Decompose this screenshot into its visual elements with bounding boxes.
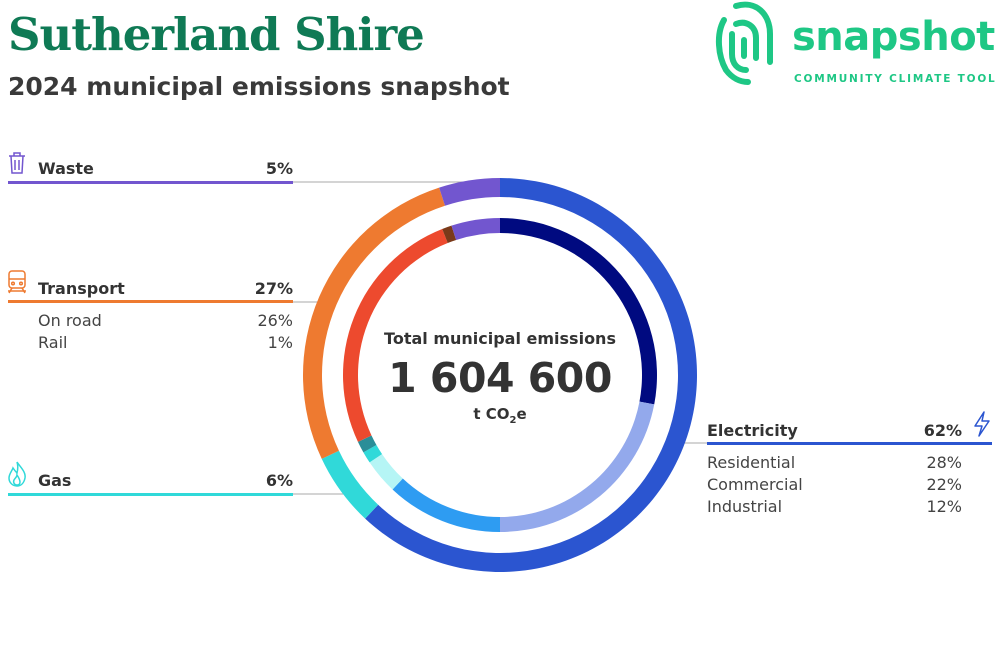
waste-bar <box>8 181 293 184</box>
flame-icon <box>8 461 26 487</box>
on-road-percent: 26% <box>257 311 293 330</box>
snapshot-logo[interactable]: snapshot COMMUNITY CLIMATE TOOL <box>712 0 1000 92</box>
transport-on-road-inner-slice <box>342 229 448 442</box>
total-emissions-value: 1 604 600 <box>388 354 612 402</box>
on-road-label: On road <box>38 311 102 330</box>
electricity-percent: 62% <box>923 421 962 440</box>
electricity-label: Electricity <box>707 421 798 440</box>
trash-icon <box>9 152 25 174</box>
electricity-industrial-inner-slice <box>392 478 500 532</box>
total-emissions-label: Total municipal emissions <box>384 329 616 348</box>
residential-percent: 28% <box>926 453 962 472</box>
page-subtitle: 2024 municipal emissions snapshot <box>8 72 510 101</box>
gas-outer-slice <box>321 450 379 519</box>
gas-percent: 6% <box>265 471 293 490</box>
page-title: Sutherland Shire <box>8 8 425 61</box>
waste-label: Waste <box>38 159 94 178</box>
electricity-outer-slice <box>365 178 698 572</box>
waste-percent: 5% <box>265 159 293 178</box>
transport-bar <box>8 300 293 303</box>
logo-wordmark: snapshot <box>792 14 995 60</box>
train-icon <box>8 270 26 294</box>
waste-part-1-inner-slice <box>451 218 500 240</box>
logo-tagline: COMMUNITY CLIMATE TOOL <box>794 73 997 85</box>
waste-outer-slice <box>439 178 500 206</box>
transport-percent: 27% <box>254 279 293 298</box>
rail-percent: 1% <box>267 333 293 352</box>
commercial-percent: 22% <box>926 475 962 494</box>
total-emissions-unit: t CO2e <box>473 405 527 426</box>
industrial-percent: 12% <box>926 497 962 516</box>
transport-outer-slice <box>303 187 445 459</box>
lightning-icon <box>974 411 990 437</box>
electricity-residential-inner-slice <box>500 218 658 405</box>
electricity-commercial-inner-slice <box>500 401 655 532</box>
gas-label: Gas <box>38 471 72 490</box>
commercial-label: Commercial <box>707 475 803 494</box>
gas-part-1-inner-slice <box>369 454 403 490</box>
gas-part-2-inner-slice <box>363 444 383 463</box>
industrial-label: Industrial <box>707 497 783 516</box>
electricity-bar <box>707 442 992 445</box>
rail-label: Rail <box>38 333 68 352</box>
transport-label: Transport <box>38 279 125 298</box>
gas-part-3-inner-slice <box>357 435 377 453</box>
gas-bar <box>8 493 293 496</box>
transport-rail-inner-slice <box>442 225 457 243</box>
fingerprint-icon <box>716 1 773 85</box>
residential-label: Residential <box>707 453 796 472</box>
